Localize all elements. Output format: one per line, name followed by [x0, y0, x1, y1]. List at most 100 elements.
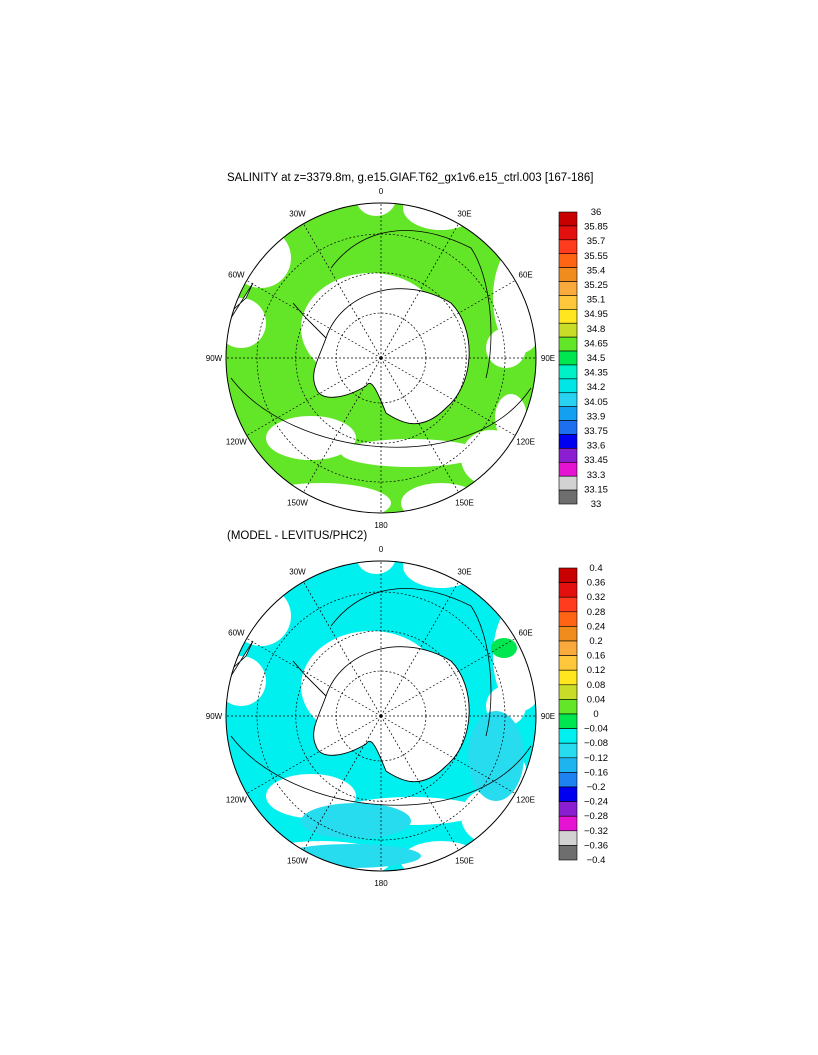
colorbar-swatch	[558, 596, 578, 613]
colorbar-tick-label: 33.75	[584, 426, 608, 437]
missing-data-patch	[356, 561, 396, 574]
colorbar-tick-label: 0.2	[589, 636, 602, 647]
longitude-label: 90W	[206, 354, 223, 363]
colorbar-tick-label: 35.55	[584, 251, 608, 262]
colorbar-swatch	[558, 567, 578, 583]
meridian-line	[246, 715, 382, 794]
colorbar-tick-label: −0.16	[584, 767, 608, 778]
colorbar-swatch	[558, 364, 578, 380]
colorbar-tick-label: 0.12	[587, 665, 606, 676]
colorbar-swatch	[558, 772, 578, 788]
colorbar-swatch	[558, 669, 578, 686]
longitude-label: 150E	[455, 857, 474, 866]
colorbar-tick-label: −0.28	[584, 811, 608, 822]
colorbar-swatch	[558, 489, 578, 505]
colorbar-swatch	[558, 801, 578, 817]
colorbar-swatch	[558, 267, 578, 282]
colorbar-swatch	[558, 713, 578, 729]
colorbar-tick-label: 0.36	[587, 578, 606, 589]
longitude-label: 60E	[519, 271, 533, 280]
colorbar-tick-label: 35.4	[587, 265, 606, 276]
longitude-label: 120E	[516, 438, 535, 447]
panel-2-title: (MODEL - LEVITUS/PHC2)	[227, 530, 368, 542]
colorbar-tick-label: 35.7	[587, 236, 606, 247]
colorbar-swatch	[558, 655, 578, 671]
colorbar-tick-label: −0.4	[587, 855, 606, 866]
colorbar-swatch	[558, 253, 578, 268]
colorbar-tick-label: 33.3	[587, 470, 606, 481]
colorbar-swatch	[558, 420, 578, 435]
longitude-label: 150W	[287, 499, 308, 508]
meridian-line	[303, 581, 382, 717]
colorbar-tick-label: 33.9	[587, 411, 606, 422]
colorbar-tick-label: −0.12	[584, 753, 608, 764]
colorbar-swatch	[558, 322, 578, 338]
colorbar-tick-label: 0.4	[589, 563, 602, 574]
colorbar-swatch	[558, 378, 578, 394]
missing-data-patch	[226, 656, 266, 706]
colorbar-swatch	[558, 582, 578, 598]
panel-1-title: SALINITY at z=3379.8m, g.e15.GIAF.T62_gx…	[227, 172, 594, 184]
meridian-line	[380, 357, 516, 436]
contour-line	[330, 588, 492, 737]
missing-data-patch	[495, 394, 527, 442]
meridian-line	[246, 280, 382, 359]
colorbar-tick-label: 33	[591, 499, 602, 510]
missing-data-patch	[403, 561, 479, 588]
meridian-line	[246, 357, 382, 436]
colorbar-tick-label: 35.85	[584, 222, 608, 233]
colorbar-tick-label: 0	[593, 709, 598, 720]
antarctica-coastline	[313, 288, 470, 425]
low-anomaly-patch	[301, 803, 411, 839]
colorbar-tick-label: 34.95	[584, 309, 608, 320]
colorbar-tick-label: −0.24	[584, 797, 608, 808]
meridian-line	[303, 357, 382, 493]
colorbar-swatch	[558, 225, 578, 241]
meridian-line	[380, 638, 516, 717]
colorbar-swatch	[558, 211, 578, 227]
colorbar-swatch	[558, 461, 578, 477]
longitude-label: 120E	[516, 796, 535, 805]
colorbar-tick-label: −0.04	[584, 724, 608, 735]
colorbar-tick-label: 0.28	[587, 607, 606, 618]
low-anomaly-patch	[468, 711, 524, 801]
colorbar-swatch	[558, 640, 578, 656]
colorbar-tick-label: 33.6	[587, 441, 606, 452]
colorbar-swatch	[558, 684, 578, 700]
colorbar-tick-label: 33.45	[584, 455, 608, 466]
colorbar-swatch	[558, 336, 578, 352]
longitude-label: 30W	[289, 209, 306, 218]
colorbar-swatch	[558, 281, 578, 296]
meridian-line	[246, 638, 382, 717]
longitude-label: 0	[379, 545, 384, 554]
longitude-label: 60W	[228, 629, 245, 638]
colorbar-swatch	[558, 757, 578, 773]
colorbar-tick-label: 34.2	[587, 382, 606, 393]
antarctica-coastline	[313, 646, 470, 783]
longitude-label: 90E	[541, 354, 555, 363]
colorbar-swatch	[558, 830, 578, 846]
colorbar-tick-label: −0.2	[587, 782, 606, 793]
longitude-label: 60W	[228, 271, 245, 280]
colorbar-tick-label: 34.05	[584, 397, 608, 408]
colorbar-tick-label: −0.32	[584, 826, 608, 837]
missing-data-patch	[341, 439, 481, 467]
longitude-label: 60E	[519, 629, 533, 638]
meridian-line	[380, 223, 459, 359]
longitude-label: 30E	[457, 209, 471, 218]
colorbar-tick-label: 0.08	[587, 680, 606, 691]
colorbar-tick-label: 34.65	[584, 338, 608, 349]
missing-data-patch	[226, 298, 266, 348]
high-anomaly-patch	[491, 638, 517, 658]
missing-data-patch	[266, 416, 356, 460]
longitude-label: 150E	[455, 499, 474, 508]
longitude-label: 120W	[226, 438, 247, 447]
colorbar-swatch	[558, 406, 578, 421]
colorbar-tick-label: 34.8	[587, 324, 606, 335]
colorbar-swatch	[558, 845, 578, 861]
longitude-label: 30E	[457, 567, 471, 576]
meridian-line	[303, 223, 382, 359]
longitude-label: 30W	[289, 567, 306, 576]
contour-line	[330, 230, 492, 379]
